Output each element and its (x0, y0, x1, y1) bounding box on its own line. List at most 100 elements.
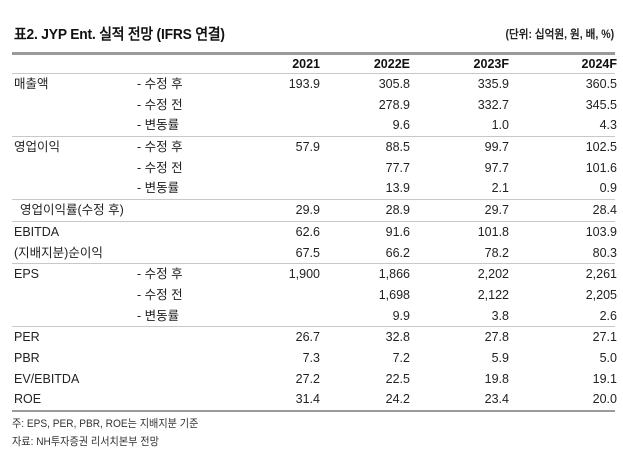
value-2022e: 1,698 (378, 287, 410, 302)
value-2024f: 102.5 (585, 140, 617, 155)
footnote: 주: EPS, PER, PBR, ROE는 지배지분 기준 (12, 418, 199, 430)
section-valuation: PER 26.7 32.8 27.8 27.1 PBR 7.3 7.2 5.9 … (12, 327, 617, 410)
row-sublabel: - 수정 전 (137, 160, 183, 175)
value-2021: 57.9 (295, 140, 320, 155)
value-2023f: 27.8 (484, 330, 509, 345)
value-2023f: 332.7 (477, 97, 509, 112)
bottom-rule (12, 410, 615, 412)
section-operating-margin: 영업이익률(수정 후) 29.9 28.9 29.7 28.4 (12, 200, 617, 221)
value-2021: 29.9 (295, 203, 320, 218)
value-2023f: 5.9 (491, 350, 509, 365)
column-header-2024f: 2024F (581, 57, 617, 71)
table-row: EBITDA 62.6 91.6 101.8 103.9 (12, 222, 617, 243)
top-rule (12, 52, 615, 55)
section-eps: EPS - 수정 후 1,900 1,866 2,202 2,261 - 수정 … (12, 264, 617, 327)
value-2022e: 24.2 (385, 392, 410, 407)
table-row: ROE 31.4 24.2 23.4 20.0 (12, 389, 617, 410)
earnings-forecast-table: 2021 2022E 2023F 2024F 매출액 - 수정 후 193.9 … (12, 52, 617, 412)
table-row: - 변동률 13.9 2.1 0.9 (12, 178, 617, 199)
value-2023f: 2,122 (477, 287, 509, 302)
table-row: EPS - 수정 후 1,900 1,866 2,202 2,261 (12, 264, 617, 285)
value-2022e: 22.5 (385, 371, 410, 386)
value-2023f: 19.8 (484, 371, 509, 386)
value-2022e: 9.6 (392, 118, 410, 133)
value-2022e: 32.8 (385, 330, 410, 345)
value-2022e: 88.5 (385, 140, 410, 155)
table-row: - 수정 전 278.9 332.7 345.5 (12, 95, 617, 116)
source-note: 자료: NH투자증권 리서치본부 전망 (12, 435, 159, 448)
value-2021: 62.6 (295, 224, 320, 239)
value-2023f: 1.0 (491, 118, 509, 133)
unit-label: (단위: 십억원, 원, 배, %) (505, 29, 614, 41)
value-2021: 193.9 (288, 77, 320, 91)
column-header-2022e: 2022E (373, 57, 410, 71)
value-2023f: 99.7 (484, 140, 509, 155)
table-row: - 수정 전 77.7 97.7 101.6 (12, 158, 617, 179)
table-notes: 주: EPS, PER, PBR, ROE는 지배지분 기준 자료: NH투자증… (12, 416, 198, 451)
value-2021: 27.2 (295, 371, 320, 386)
section-divider (12, 136, 615, 138)
table-row: - 변동률 9.9 3.8 2.6 (12, 306, 617, 327)
table-row: PBR 7.3 7.2 5.9 5.0 (12, 348, 617, 369)
value-2023f: 3.8 (491, 308, 509, 323)
table-caption: 표2. JYP Ent. 실적 전망 (IFRS 연결) (단위: 십억원, 원… (14, 23, 614, 45)
table-row: PER 26.7 32.8 27.8 27.1 (12, 327, 617, 348)
row-label: PBR (14, 350, 40, 365)
value-2023f: 101.8 (477, 224, 509, 239)
value-2022e: 7.2 (392, 350, 410, 365)
value-2022e: 278.9 (378, 97, 410, 112)
column-header-2023f: 2023F (473, 57, 509, 71)
value-2023f: 78.2 (484, 245, 509, 260)
value-2021: 7.3 (302, 350, 320, 365)
value-2022e: 66.2 (385, 245, 410, 260)
value-2024f: 80.3 (592, 245, 617, 260)
section-revenue: 매출액 - 수정 후 193.9 305.8 335.9 360.5 - 수정 … (12, 74, 617, 136)
row-sublabel: - 수정 후 (137, 140, 183, 155)
table-row: 매출액 - 수정 후 193.9 305.8 335.9 360.5 (12, 74, 617, 95)
value-2022e: 13.9 (385, 181, 410, 196)
value-2024f: 360.5 (585, 77, 617, 91)
value-2023f: 97.7 (484, 160, 509, 175)
table-row: (지배지분)순이익 67.5 66.2 78.2 80.3 (12, 243, 617, 264)
value-2024f: 101.6 (585, 160, 617, 175)
row-sublabel: - 수정 후 (137, 267, 183, 282)
row-label: ROE (14, 392, 42, 407)
value-2024f: 103.9 (585, 224, 617, 239)
row-label: PER (14, 330, 40, 345)
row-label: 영업이익률(수정 후) (20, 203, 124, 218)
value-2024f: 2.6 (599, 308, 617, 323)
section-divider (12, 220, 615, 222)
table-title: 표2. JYP Ent. 실적 전망 (IFRS 연결) (14, 26, 225, 43)
header-rule (12, 73, 615, 74)
value-2024f: 2,205 (585, 287, 617, 302)
value-2023f: 23.4 (484, 392, 509, 407)
value-2024f: 19.1 (592, 371, 617, 386)
value-2024f: 20.0 (592, 392, 617, 407)
row-sublabel: - 변동률 (137, 181, 180, 196)
table-row: 영업이익률(수정 후) 29.9 28.9 29.7 28.4 (12, 200, 617, 221)
value-2023f: 2.1 (491, 181, 509, 196)
table-row: EV/EBITDA 27.2 22.5 19.8 19.1 (12, 369, 617, 390)
row-label: (지배지분)순이익 (14, 245, 103, 260)
value-2021: 1,900 (288, 267, 320, 282)
section-divider (12, 263, 615, 265)
value-2022e: 91.6 (385, 224, 410, 239)
value-2024f: 27.1 (592, 330, 617, 345)
row-label: EV/EBITDA (14, 371, 80, 386)
section-ebitda-net-income: EBITDA 62.6 91.6 101.8 103.9 (지배지분)순이익 6… (12, 222, 617, 264)
value-2021: 31.4 (295, 392, 320, 407)
section-operating-profit: 영업이익 - 수정 후 57.9 88.5 99.7 102.5 - 수정 전 … (12, 137, 617, 199)
row-label: EBITDA (14, 224, 60, 239)
value-2023f: 2,202 (477, 267, 509, 282)
value-2021: 26.7 (295, 330, 320, 345)
table-row: - 변동률 9.6 1.0 4.3 (12, 115, 617, 136)
value-2022e: 1,866 (378, 267, 410, 282)
row-sublabel: - 수정 후 (137, 77, 183, 91)
row-label: 영업이익 (14, 140, 61, 155)
value-2022e: 305.8 (378, 77, 410, 91)
row-sublabel: - 수정 전 (137, 97, 183, 112)
value-2024f: 4.3 (599, 118, 617, 133)
row-sublabel: - 변동률 (137, 118, 180, 133)
value-2022e: 9.9 (392, 308, 410, 323)
value-2024f: 28.4 (592, 203, 617, 218)
